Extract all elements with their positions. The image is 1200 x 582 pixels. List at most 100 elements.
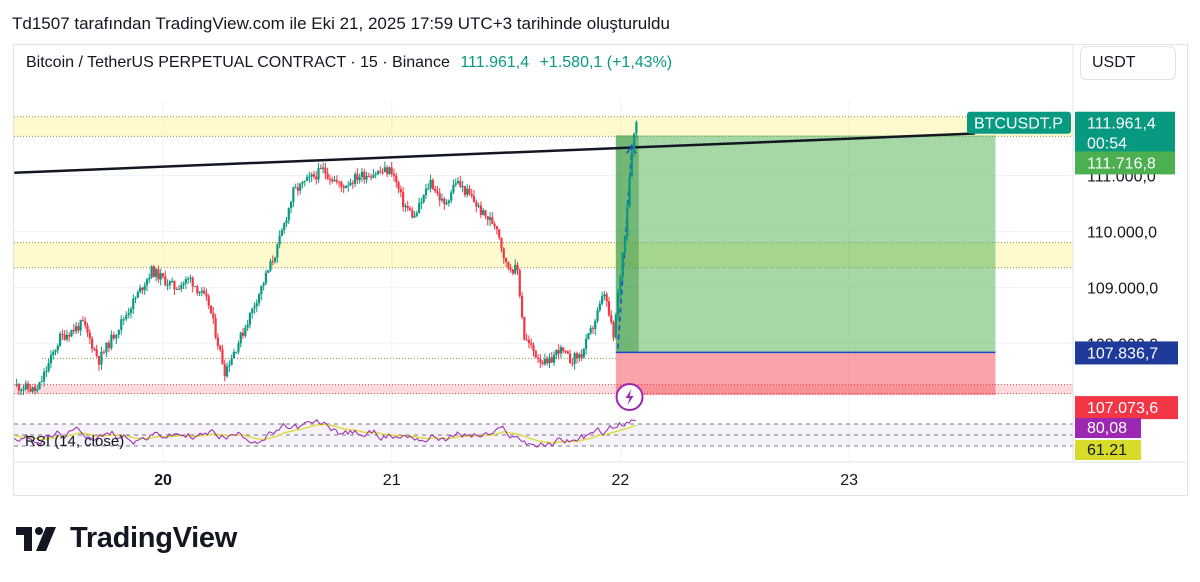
candle-body	[17, 384, 21, 391]
candle-body	[331, 179, 334, 182]
candle-body	[370, 176, 373, 178]
candle-body	[527, 339, 531, 344]
candle-body	[129, 309, 133, 314]
candle-body	[296, 187, 300, 191]
candle-body	[617, 292, 620, 315]
candle-body	[603, 294, 606, 297]
candle-body	[182, 283, 185, 286]
candle-body	[145, 279, 149, 286]
candle-body	[587, 333, 590, 339]
candle-body	[49, 355, 53, 364]
candle-body	[203, 290, 206, 294]
candle-body	[591, 328, 595, 330]
candle-body	[379, 171, 382, 173]
candle-body	[351, 182, 354, 184]
candle-body	[507, 262, 510, 268]
last-price-label: 111.961,4	[1087, 116, 1156, 133]
entry-price-label-bg	[1075, 341, 1178, 365]
candle-body	[621, 252, 624, 277]
candle-body	[475, 201, 478, 207]
candle-body	[26, 383, 30, 390]
candle-body	[317, 168, 320, 180]
candle-body	[257, 294, 261, 304]
candle-body	[584, 338, 588, 349]
candle-body	[68, 334, 71, 337]
position-progress-zone	[615, 135, 639, 353]
candle-body	[184, 279, 187, 284]
rsi-value-label: 80,08	[1087, 420, 1127, 437]
candle-body	[155, 269, 158, 277]
candle-body	[381, 171, 384, 173]
candle-body	[408, 208, 412, 211]
candle-body	[299, 183, 302, 191]
candle-body	[312, 174, 316, 177]
candle-body	[246, 324, 249, 328]
candle-body	[166, 284, 169, 286]
position-stop-zone[interactable]	[615, 352, 996, 396]
price-tick-label: 109.000,0	[1087, 280, 1158, 297]
candle-body	[388, 167, 391, 174]
candle-body	[594, 320, 597, 330]
candle-body	[88, 332, 91, 339]
candle-body	[91, 338, 94, 349]
time-tick-label: 20	[154, 472, 172, 489]
candle-body	[15, 384, 18, 386]
candle-body	[289, 201, 293, 209]
candle-body	[395, 175, 398, 183]
candle-body	[589, 328, 592, 334]
candle-body	[630, 152, 633, 177]
candle-body	[36, 389, 39, 391]
candle-body	[360, 171, 364, 177]
candle-body	[580, 354, 583, 358]
candle-body	[81, 320, 85, 322]
rsi-legend: RSI (14, close)	[25, 433, 124, 450]
tradingview-logo: TradingView	[16, 522, 237, 555]
symbol-info: Bitcoin / TetherUS PERPETUAL CONTRACT · …	[26, 54, 672, 72]
candle-body	[214, 318, 217, 338]
candle-body	[79, 320, 82, 331]
currency-button[interactable]: USDT	[1080, 46, 1176, 80]
candle-body	[342, 186, 345, 189]
candle-body	[436, 191, 439, 194]
candle-body	[216, 337, 219, 346]
trendline[interactable]	[14, 132, 975, 174]
candle-body	[335, 180, 338, 182]
position-target-zone[interactable]	[615, 135, 996, 353]
candle-body	[193, 286, 197, 288]
candle-body	[397, 182, 400, 190]
candle-body	[605, 294, 608, 302]
tradingview-logo-icon	[16, 526, 56, 551]
candle-body	[344, 185, 348, 189]
candle-body	[148, 277, 151, 280]
candle-body	[523, 317, 526, 340]
candle-body	[22, 389, 25, 391]
candle-body	[260, 285, 263, 295]
candle-body	[514, 264, 517, 274]
candle-body	[24, 383, 27, 390]
candle-body	[70, 329, 73, 337]
candle-body	[283, 223, 286, 231]
candle-body	[438, 193, 441, 201]
price-zone	[14, 116, 1073, 137]
candle-body	[42, 372, 46, 382]
candle-body	[493, 224, 496, 227]
candle-body	[38, 382, 41, 390]
candle-body	[539, 359, 542, 363]
candle-body	[122, 319, 125, 321]
candle-body	[440, 198, 444, 201]
candle-body	[516, 264, 519, 271]
candle-body	[459, 181, 462, 187]
candle-body	[358, 176, 361, 181]
candle-body	[225, 366, 229, 377]
candle-body	[237, 343, 240, 352]
candle-body	[221, 349, 224, 365]
candle-body	[285, 220, 288, 224]
price-change-value: +1.580,1 (+1,43%)	[539, 54, 673, 71]
candle-body	[530, 343, 533, 345]
candle-body	[363, 171, 366, 180]
candle-body	[219, 345, 222, 350]
candle-body	[276, 244, 279, 258]
candle-body	[468, 188, 471, 194]
candle-body	[136, 292, 139, 298]
